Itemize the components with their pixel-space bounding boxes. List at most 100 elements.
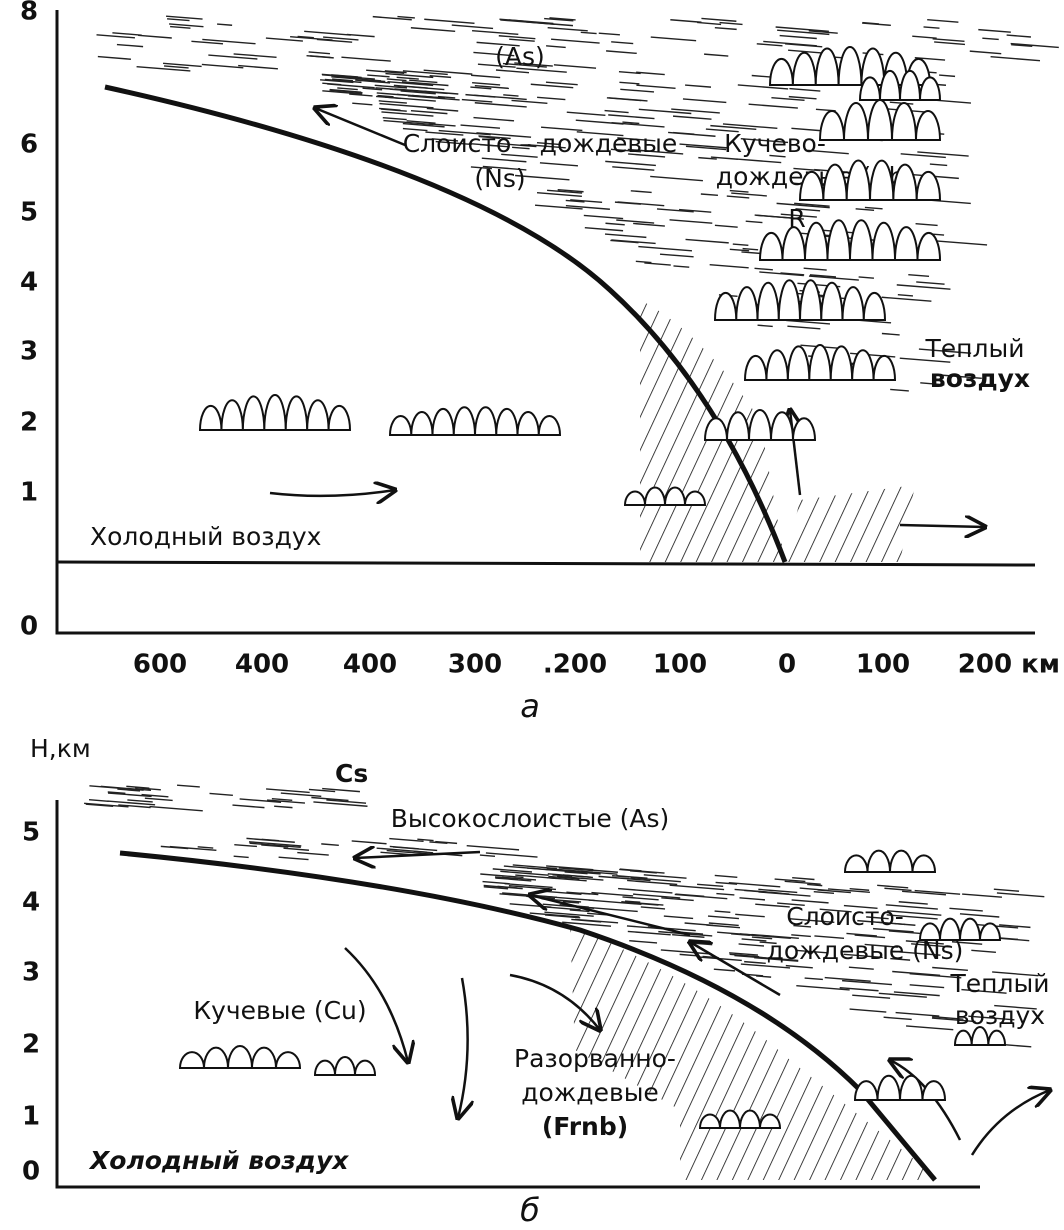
cloud-streak [283,847,310,851]
cloud-streak [896,284,951,290]
x-tick-label: 100 [653,650,707,680]
cloud-streak [138,34,172,39]
cloud-streak [682,98,727,104]
cloud-streak [379,102,434,109]
cloud-streak [375,87,394,90]
cloud-streak [675,893,705,898]
cloud-streak [605,160,656,167]
y-tick-label: 4 [22,888,40,918]
cloud-streak [304,30,351,36]
cloud-streak [107,792,152,798]
cloud-streak [890,957,911,961]
cloud-streak [503,94,519,97]
cloud-streak [739,897,766,901]
cloud-streak [88,798,109,802]
cloud-streak [534,204,583,210]
y-tick-label: 5 [20,198,38,228]
precipitation-hatch [640,300,915,562]
cloud [843,849,937,873]
cloud-streak [872,927,914,933]
cloud-label: Слоисто – дождевые [403,129,678,158]
cloud-streak [1011,43,1033,48]
cloud-streak [759,941,777,945]
cloud-streak [118,804,151,809]
cloud-streak [382,116,407,121]
cloud [178,1045,302,1069]
cloud-streak [575,119,624,125]
cloud-streak [669,219,713,224]
cloud-streak [982,37,999,41]
y-tick-label: 0 [22,1157,40,1187]
cloud-streak [751,936,773,940]
cloud-streak [670,19,702,23]
cloud-streak [630,876,681,883]
cloud-streak [546,865,594,871]
cloud-streak [400,90,436,95]
cloud-streak [999,924,1031,929]
cloud-streak [503,865,558,872]
cloud-streak [611,239,656,245]
cloud-streak [738,943,764,947]
cloud-streak [795,208,821,212]
y-tick-label: 6 [20,130,38,160]
x-tick-label: 200 км [958,650,1060,680]
cloud-streak [417,838,434,842]
cloud-streak [461,98,493,103]
cloud-streak [619,868,642,872]
cloud-streak [864,206,883,210]
cloud-streak [331,74,359,78]
cloud-streak [793,924,812,928]
cloud-streak [756,43,783,47]
cloud-streak [697,883,724,888]
cloud-streak [668,131,716,137]
cloud-streak [135,787,161,791]
cloud-label: Кучево- [724,129,826,158]
cloud-streak [297,851,329,856]
cloud-streak [920,382,945,386]
cloud-streak [576,131,624,137]
cloud-streak [978,28,1011,33]
cloud-streak [321,843,339,846]
cloud-streak [679,143,730,149]
cloud-streak [618,887,673,894]
cloud-label: Высокослоистые (As) [391,804,670,833]
y-tick-label: 0 [20,612,38,642]
cloud-streak [547,26,588,32]
cloud-streak [473,116,515,122]
cloud-streak [310,55,331,59]
cloud [818,99,942,141]
cloud-streak [509,38,535,42]
cloud-streak [671,108,720,114]
cloud-streak [716,892,735,896]
cloud-streak [842,979,892,986]
cloud-streak [728,882,781,888]
y-tick-label: 3 [20,337,38,367]
cloud-streak [624,900,641,903]
precipitation-hatch [570,925,940,1180]
cloud-streak [949,907,983,912]
cloud-streak [557,188,584,193]
cloud-streak [116,43,144,48]
cloud-streak [323,36,359,41]
arrow [509,973,600,1030]
cloud-streak [932,966,968,972]
cloud-label: Разорванно- [514,1044,676,1073]
cloud [743,344,897,381]
cloud [623,486,707,506]
cloud-streak [791,127,821,132]
cloud-streak [640,906,666,910]
cloud-streak [776,202,830,209]
cloud-streak [197,846,214,849]
cloud-streak [498,35,536,40]
cloud-streak [410,110,448,115]
panel-label: а [520,687,540,725]
cloud-streak [530,83,574,89]
cloud-streak [616,219,655,224]
cloud-streak [627,879,678,886]
cloud-streak [322,787,360,793]
cloud-streak [623,901,659,906]
cloud-streak [330,89,363,94]
cloud-label: дождевые [521,1078,659,1107]
cloud-streak [887,910,942,916]
cloud-streak [775,26,829,32]
